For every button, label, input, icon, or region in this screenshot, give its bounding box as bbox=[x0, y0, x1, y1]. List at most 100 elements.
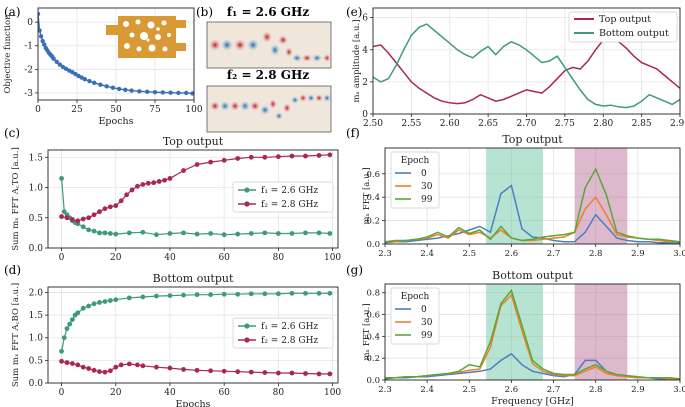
device-hole bbox=[135, 19, 141, 25]
series-f1-point bbox=[107, 231, 113, 236]
series-f1-point bbox=[181, 230, 186, 236]
series-f1-point bbox=[221, 291, 227, 297]
y-tick-label: 0.0 bbox=[366, 240, 380, 250]
field-map-title-f1: f₁ = 2.6 GHz bbox=[227, 5, 309, 19]
plot-e: 2.50 2.55 2.60 2.65 2.70 2.75 2.80 2.85 2.90 0 2 4 6… bbox=[352, 7, 685, 129]
series-f2-point bbox=[162, 177, 167, 183]
series-f2-point bbox=[248, 154, 254, 160]
axes-frame bbox=[384, 283, 681, 381]
x-tick-label: 100 bbox=[185, 105, 202, 115]
series-f1-point bbox=[316, 290, 322, 296]
objective-point bbox=[110, 85, 116, 90]
objective-point bbox=[176, 90, 181, 96]
series-f1-point bbox=[275, 231, 281, 236]
field-blob bbox=[262, 31, 272, 43]
series-f1-point bbox=[97, 230, 102, 236]
x-tick-label: 2.3 bbox=[378, 385, 392, 395]
field-blob bbox=[230, 101, 240, 111]
x-tick-label: 80 bbox=[273, 388, 285, 398]
x-tick-label: 100 bbox=[324, 388, 341, 398]
series-f1-point bbox=[91, 228, 97, 234]
series-f2-point bbox=[167, 365, 173, 371]
objective-point bbox=[145, 89, 150, 94]
series-f2-point bbox=[316, 371, 322, 377]
series-f1-point bbox=[208, 231, 214, 236]
x-tick-label: 25 bbox=[71, 105, 83, 115]
series-f1-point bbox=[327, 231, 333, 236]
device-inset bbox=[106, 16, 186, 58]
objective-point bbox=[129, 88, 134, 93]
plot-g: 2.3 2.4 2.5 2.6 2.7 2.8 2.9 3.0 0.0 0.2 0.4 0.6 0.8 B… bbox=[362, 269, 685, 407]
series-f1-point bbox=[126, 230, 132, 236]
objective-point bbox=[123, 87, 128, 93]
axes-frame bbox=[47, 149, 339, 249]
y-tick-label: 0.5 bbox=[29, 214, 44, 224]
legend: Epoch 0 30 99 bbox=[390, 151, 440, 209]
x-tick-label: 75 bbox=[149, 105, 161, 115]
legend-box bbox=[390, 151, 440, 209]
series-f1-point bbox=[316, 230, 322, 236]
x-axis-label: Frequency [GHz] bbox=[491, 396, 574, 407]
legend-box bbox=[232, 181, 334, 213]
series-f2-point bbox=[80, 364, 86, 370]
field-blob bbox=[234, 39, 246, 51]
x-tick-label: 40 bbox=[164, 253, 176, 263]
series-f1-point bbox=[167, 231, 173, 236]
plot-area bbox=[385, 284, 680, 380]
series-f2-point bbox=[235, 369, 241, 375]
x-tick-label: 2.8 bbox=[589, 385, 603, 395]
panel-label-d: (d) bbox=[4, 263, 21, 277]
series-f1-point bbox=[208, 292, 214, 298]
series-f2-point bbox=[113, 203, 119, 209]
series-f2-point bbox=[126, 361, 132, 367]
legend-label: f₁ = 2.6 GHz bbox=[261, 322, 318, 332]
x-tick-label: 2.70 bbox=[516, 119, 536, 129]
series-f1-point bbox=[91, 301, 97, 307]
series-f1-point bbox=[69, 317, 75, 323]
x-tick-label: 60 bbox=[218, 253, 230, 263]
series-f1-point bbox=[102, 299, 108, 304]
panel-label-b: (b) bbox=[196, 5, 213, 19]
objective-point bbox=[184, 90, 189, 96]
series-f1-point bbox=[289, 290, 295, 296]
legend-label: 0 bbox=[421, 305, 427, 315]
series-f2-point bbox=[97, 209, 102, 215]
field-map-title-f2: f₂ = 2.8 GHz bbox=[227, 68, 309, 82]
series-f2-point bbox=[140, 363, 146, 369]
x-tick-label: 2.3 bbox=[378, 249, 392, 259]
field-maps bbox=[206, 21, 332, 133]
series-f2-point bbox=[69, 217, 75, 222]
series-f2-point bbox=[118, 198, 124, 204]
series-top-output-line bbox=[373, 36, 680, 105]
y-tick-label: 0.0 bbox=[29, 379, 44, 389]
y-tick-label: -2 bbox=[24, 65, 33, 75]
device-waveguide-out-bottom bbox=[176, 43, 186, 51]
series-f2-point bbox=[64, 360, 70, 366]
objective-point bbox=[104, 84, 109, 89]
legend-title: Epoch bbox=[401, 156, 430, 166]
field-blob bbox=[247, 39, 259, 51]
y-tick-label: 2 bbox=[362, 78, 368, 88]
x-tick-label: 0 bbox=[59, 253, 65, 263]
panel-label-g: (g) bbox=[346, 263, 363, 277]
series-f1-point bbox=[235, 231, 241, 237]
series-f2-point bbox=[113, 364, 119, 370]
legend-marker bbox=[244, 337, 250, 343]
x-tick-label: 60 bbox=[218, 388, 230, 398]
series-f2-point bbox=[129, 187, 135, 193]
series-f2-point bbox=[167, 176, 173, 181]
series-f1-point bbox=[80, 305, 86, 311]
series-f2-point bbox=[107, 368, 113, 374]
series-f1-point bbox=[262, 230, 268, 236]
legend: f₁ = 2.6 GHz f₂ = 2.8 GHz bbox=[232, 317, 334, 349]
legend-marker bbox=[244, 323, 250, 329]
series-f2-point bbox=[59, 358, 64, 364]
series-f1-point bbox=[59, 176, 64, 181]
series-f2-point bbox=[316, 153, 322, 158]
device-hole bbox=[148, 44, 156, 52]
chart-title: Top output bbox=[502, 133, 563, 146]
field-blob bbox=[270, 44, 280, 56]
series-f1-point bbox=[327, 290, 333, 296]
device-hole bbox=[147, 21, 155, 29]
field-blob bbox=[299, 94, 307, 102]
